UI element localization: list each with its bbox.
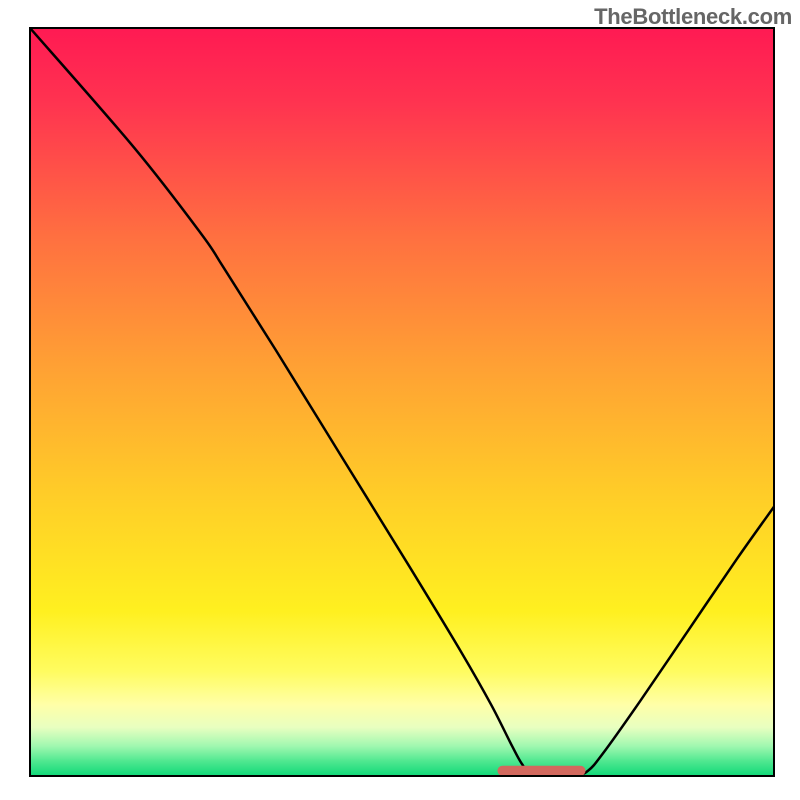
watermark: TheBottleneck.com: [594, 4, 792, 30]
chart-container: TheBottleneck.com: [0, 0, 800, 800]
chart-svg: [0, 0, 800, 800]
gradient-background: [30, 28, 774, 776]
